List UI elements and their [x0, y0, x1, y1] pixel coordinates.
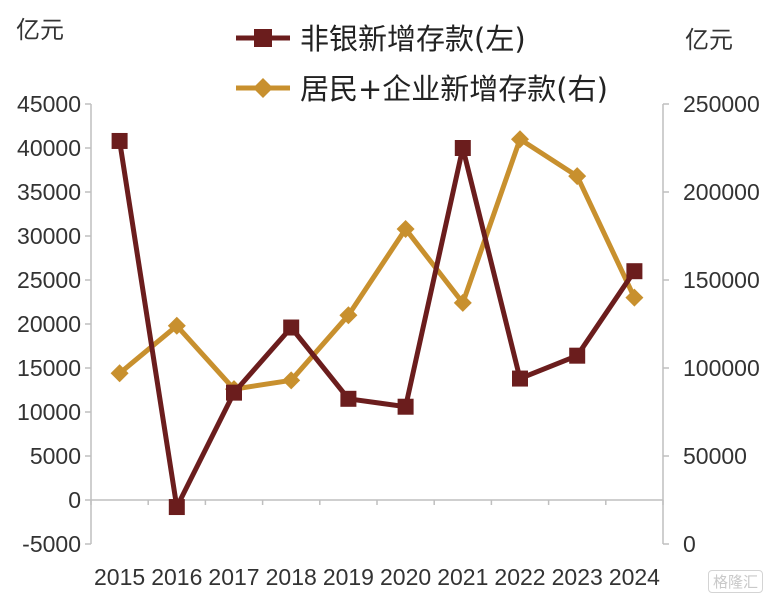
- series-0-point: [512, 370, 528, 387]
- right-axis-unit: 亿元: [685, 26, 733, 54]
- series-1: [110, 130, 644, 399]
- x-tick-label: 2019: [323, 564, 374, 590]
- right-y-tick-label: 250000: [683, 91, 760, 117]
- left-y-tick-label: -5000: [22, 531, 81, 557]
- x-tick-label: 2015: [94, 564, 145, 590]
- left-y-tick-label: 45000: [17, 91, 81, 117]
- right-y-axis-ticks: 250000 200000 150000 100000 50000 0: [663, 91, 760, 557]
- series-1-point: [511, 130, 529, 149]
- series-1-point: [339, 306, 358, 325]
- left-y-tick-label: 35000: [17, 179, 81, 205]
- x-tick-label: 2023: [552, 564, 603, 590]
- legend: 非银新增存款(左) 居民+企业新增存款(右): [236, 22, 608, 106]
- series-1-line: [117, 136, 637, 392]
- right-y-tick-label: 150000: [683, 267, 760, 293]
- series-0: [111, 132, 643, 516]
- series-0-point: [168, 499, 185, 516]
- left-y-tick-label: 20000: [17, 311, 81, 337]
- series-1-point: [453, 293, 472, 312]
- x-tick-label: 2016: [151, 564, 202, 590]
- series-1-point: [396, 219, 415, 238]
- right-y-tick-label: 100000: [683, 355, 760, 381]
- legend-item-household-corp: 居民+企业新增存款(右): [236, 72, 608, 106]
- series-0-point: [111, 132, 128, 149]
- series-0-line: [117, 138, 637, 510]
- left-y-tick-label: 30000: [17, 223, 81, 249]
- left-y-axis-ticks: 45000 40000 35000 30000 25000 20000 15000 10000…: [17, 91, 91, 557]
- x-tick-label: 2020: [380, 564, 431, 590]
- left-y-tick-label: 0: [68, 487, 81, 513]
- series-0-point: [454, 140, 471, 156]
- series-1-point: [282, 371, 301, 390]
- series-0-point: [340, 390, 357, 407]
- series-1-point: [110, 364, 129, 383]
- series-0-point: [569, 347, 586, 364]
- left-y-tick-label: 25000: [17, 267, 81, 293]
- series-0-point: [397, 398, 414, 415]
- watermark: 格隆汇: [707, 570, 763, 593]
- x-tick-label: 2024: [609, 564, 660, 590]
- right-y-tick-label: 0: [683, 531, 696, 557]
- right-y-tick-label: 50000: [683, 443, 747, 469]
- x-tick-label: 2021: [437, 564, 488, 590]
- series-0-point: [226, 384, 242, 401]
- left-y-tick-label: 40000: [17, 135, 81, 161]
- legend-label-nonbank: 非银新增存款(左): [300, 22, 526, 56]
- right-y-tick-label: 200000: [683, 179, 760, 205]
- left-y-tick-label: 15000: [17, 355, 81, 381]
- series-1-point: [167, 316, 186, 335]
- left-y-tick-label: 10000: [17, 399, 81, 425]
- series-1-point: [625, 288, 644, 307]
- x-axis-ticks: 2015 2016 2017 2018 2019 2020 2021 2022 2023 2024: [94, 564, 660, 590]
- legend-item-nonbank: 非银新增存款(左): [236, 22, 526, 56]
- series-0-point: [283, 319, 300, 336]
- x-tick-label: 2018: [266, 564, 317, 590]
- series-0-point: [626, 263, 643, 280]
- legend-label-household-corp: 居民+企业新增存款(右): [300, 72, 608, 106]
- x-tick-label: 2017: [208, 564, 259, 590]
- x-tick-label: 2022: [494, 564, 545, 590]
- series-1-point: [568, 167, 587, 186]
- series-layer: [110, 130, 644, 516]
- left-y-tick-label: 5000: [30, 443, 81, 469]
- left-axis-unit: 亿元: [16, 16, 64, 44]
